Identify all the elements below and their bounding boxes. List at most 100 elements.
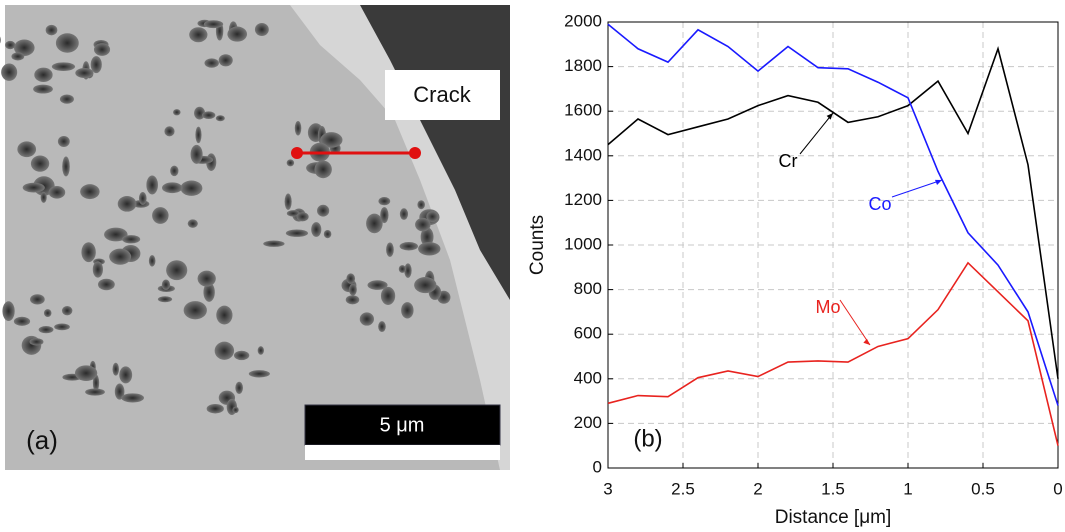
pit [285,193,292,209]
arrow-head [827,113,833,120]
pit [17,141,36,157]
pit [414,277,436,293]
pit [314,161,331,179]
pit [202,111,215,119]
x-tick-label: 2.5 [671,479,695,498]
pit [98,279,115,291]
y-tick-label: 1600 [564,101,602,120]
pit [109,249,131,265]
profile-start [291,147,303,159]
x-tick-label: 2 [753,479,762,498]
pit [1,64,17,81]
pit [23,183,45,193]
pit [33,85,53,94]
pit [378,321,386,332]
pit [232,407,238,413]
pit [255,23,269,36]
pit [91,56,102,73]
pit [56,33,79,53]
pit [2,301,14,321]
pit [417,200,425,209]
pit [122,235,140,243]
pit [54,323,70,330]
pit [188,219,198,227]
y-tick-label: 1200 [564,190,602,209]
series-label-arrow [800,113,833,154]
arrow-head [863,339,870,345]
pit [400,242,418,250]
pit [14,317,30,326]
series-label: Co [868,194,891,214]
pit [184,301,207,319]
x-tick-label: 1.5 [821,479,845,498]
pit [235,382,243,394]
pit [149,255,156,266]
pit [118,196,137,212]
pit [360,312,374,325]
profile-end [409,147,421,159]
pit [401,302,413,318]
pit [34,68,52,82]
pit [173,109,180,115]
pit [381,287,395,305]
y-axis-label: Counts [527,215,548,275]
pit [295,121,302,135]
pit [46,25,58,35]
y-tick-label: 1000 [564,234,602,253]
pit [287,159,294,166]
pit [249,370,270,377]
scale-bar-label: 5 μm [380,414,425,436]
pit [112,363,119,376]
pit [81,242,95,262]
pit [75,68,93,78]
pit [60,95,74,104]
y-tick-label: 800 [574,279,602,298]
pit [286,229,308,236]
pit [346,295,360,304]
pit [162,182,182,193]
pit [139,192,147,205]
pit [11,52,24,60]
pit [30,338,44,345]
pit [166,260,187,280]
pit [349,284,357,296]
pit [366,214,383,234]
figure: Crack 5 μm (a) 0200400600800100012001400… [0,0,1065,532]
pit [58,136,70,147]
pit [227,27,247,42]
pit [215,342,234,360]
pit [62,157,70,177]
pit [317,205,329,217]
pit [216,115,225,121]
pit [94,43,110,56]
series-label: Cr [779,151,798,171]
x-tick-label: 0.5 [971,479,995,498]
pit [31,155,49,171]
pit [216,306,232,325]
pit [324,230,332,238]
pit [195,127,201,144]
pit [162,279,170,290]
panel-label: (b) [633,425,662,452]
pit [258,346,264,355]
x-tick-label: 1 [903,479,912,498]
x-axis-label: Distance [μm] [775,507,892,528]
pit [399,265,406,273]
pit [75,365,97,381]
pit [164,126,174,136]
pit [296,212,308,221]
pit [44,309,52,317]
pit [346,273,355,284]
pit [146,176,158,195]
y-tick-label: 1400 [564,145,602,164]
y-tick-label: 2000 [564,11,602,30]
pit [5,41,15,49]
pit [234,351,249,360]
pit [181,181,203,196]
pit [49,186,66,199]
pit [400,208,408,219]
series-label-arrow [892,180,942,197]
scale-bar-band [305,445,500,460]
pit [378,197,390,205]
y-tick-label: 400 [574,368,602,387]
